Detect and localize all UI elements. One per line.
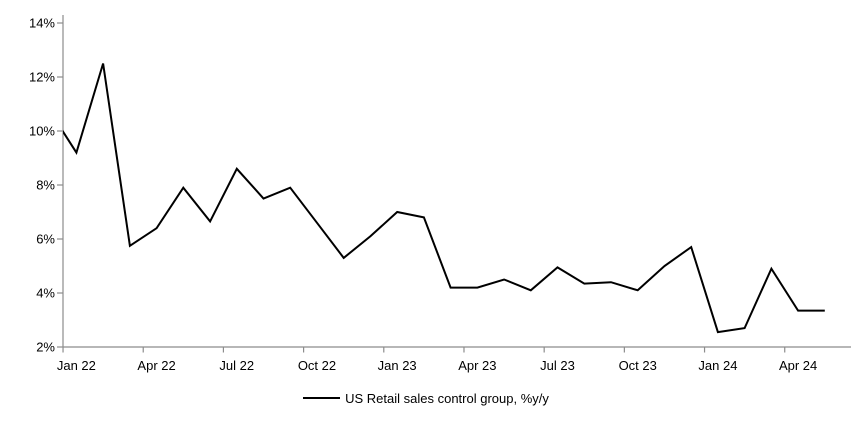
- x-axis-tick-label: Apr 23: [458, 358, 496, 373]
- x-axis-tick-label: Apr 22: [137, 358, 175, 373]
- y-axis-tick-label: 6%: [36, 232, 55, 247]
- y-axis-tick-label: 10%: [29, 124, 55, 139]
- x-axis-tick-label: Oct 23: [619, 358, 657, 373]
- y-axis-tick-label: 14%: [29, 16, 55, 31]
- legend-label: US Retail sales control group, %y/y: [345, 390, 549, 406]
- x-axis-tick-label: Jul 22: [219, 358, 254, 373]
- x-axis-tick-label: Apr 24: [779, 358, 817, 373]
- y-axis-tick-label: 8%: [36, 178, 55, 193]
- data-line-retail-sales: [63, 63, 825, 334]
- y-axis-tick-label: 12%: [29, 70, 55, 85]
- y-axis-tick-label: 2%: [36, 340, 55, 355]
- x-axis-tick-label: Oct 22: [298, 358, 336, 373]
- legend: US Retail sales control group, %y/y: [0, 389, 852, 407]
- x-axis-tick-label: Jul 23: [540, 358, 575, 373]
- y-axis-tick-label: 4%: [36, 286, 55, 301]
- x-axis-tick-label: Jan 22: [57, 358, 96, 373]
- chart-plot-area: 2% 4% 6% 8% 10% 12% 14% Jan 22 Apr 22 Jul 22 Oct 2…: [29, 15, 851, 373]
- x-axis-tick-label: Jan 23: [378, 358, 417, 373]
- x-axis-tick-label: Jan 24: [698, 358, 737, 373]
- legend-line-sample: [303, 397, 341, 399]
